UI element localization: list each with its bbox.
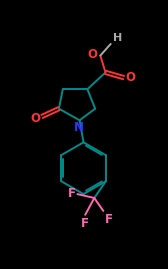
Text: O: O (88, 48, 98, 61)
Text: F: F (81, 217, 89, 231)
Text: O: O (126, 71, 136, 84)
Text: F: F (105, 213, 113, 226)
Text: N: N (74, 121, 84, 134)
Text: F: F (68, 187, 75, 200)
Text: O: O (30, 112, 40, 125)
Text: H: H (113, 33, 122, 43)
